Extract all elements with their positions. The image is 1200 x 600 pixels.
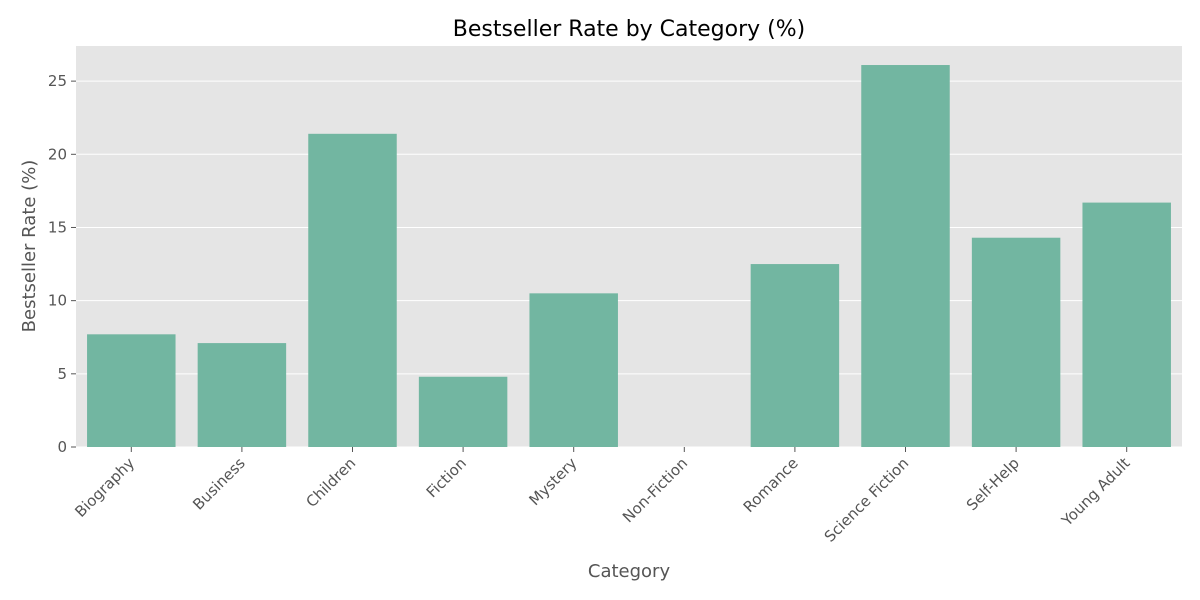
bar-business xyxy=(197,343,287,447)
bar-young-adult xyxy=(1082,202,1171,447)
y-axis-label: Bestseller Rate (%) xyxy=(19,160,40,333)
y-axis-ticks: 0 5 10 15 20 25 xyxy=(48,72,76,456)
x-tick-label: Mystery xyxy=(526,454,581,509)
bars xyxy=(87,65,1171,448)
bar-children xyxy=(308,133,397,447)
x-tick-label: Young Adult xyxy=(1057,454,1133,530)
y-tick-label: 20 xyxy=(48,145,67,163)
bar-mystery xyxy=(529,293,618,447)
x-tick-label: Fiction xyxy=(423,454,470,501)
y-tick-label: 10 xyxy=(48,292,67,310)
bar-self-help xyxy=(971,237,1061,447)
x-axis-ticks: Biography Business Children Fiction Mystery N… xyxy=(71,447,1134,546)
x-tick-label: Science Fiction xyxy=(821,454,913,546)
bar-romance xyxy=(750,264,840,447)
bar-biography xyxy=(87,334,176,447)
bar-fiction xyxy=(418,376,508,447)
x-tick-label: Romance xyxy=(740,454,802,516)
x-axis-label: Category xyxy=(588,561,671,582)
x-tick-label: Biography xyxy=(71,454,138,521)
y-tick-label: 5 xyxy=(57,365,67,383)
y-tick-label: 15 xyxy=(48,218,67,236)
x-tick-label: Business xyxy=(189,454,249,514)
x-tick-label: Children xyxy=(302,454,359,511)
x-tick-label: Self-Help xyxy=(963,454,1023,514)
x-tick-label: Non-Fiction xyxy=(619,454,691,526)
y-tick-label: 25 xyxy=(48,72,67,90)
chart-title: Bestseller Rate by Category (%) xyxy=(453,17,805,42)
y-tick-label: 0 xyxy=(57,438,67,456)
bar-science-fiction xyxy=(861,65,950,448)
